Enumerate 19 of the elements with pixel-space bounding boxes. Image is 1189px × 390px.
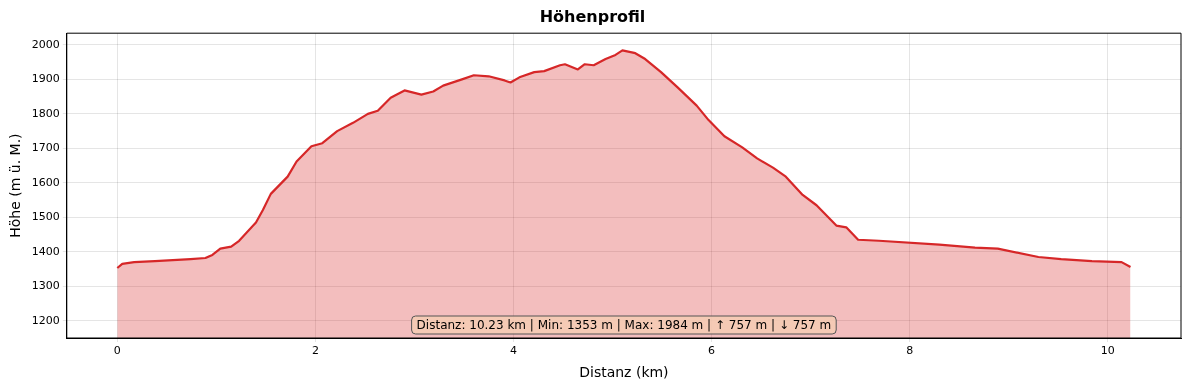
y-tick-label: 1700	[31, 141, 60, 155]
x-tick-label: 4	[509, 344, 517, 358]
y-tick-label: 1800	[31, 106, 60, 120]
x-tick-label: 8	[906, 344, 914, 358]
y-tick-label: 1500	[31, 210, 60, 224]
y-tick-label: 2000	[31, 37, 60, 51]
y-tick-label: 1900	[31, 72, 60, 86]
y-tick-label: 1200	[31, 313, 60, 327]
y-tick-label: 1600	[31, 175, 60, 189]
chart-title: Höhenprofil	[539, 6, 646, 26]
x-axis-title: Distanz (km)	[579, 364, 669, 381]
x-tick-label: 10	[1100, 344, 1115, 358]
x-tick-label: 0	[113, 344, 121, 358]
y-tick-label: 1400	[31, 244, 60, 258]
y-axis-title: Höhe (m ü. M.)	[7, 133, 24, 238]
x-tick-label: 2	[311, 344, 319, 358]
annotation: Distanz: 10.23 km | Min: 1353 m | Max: 1984 m | ↑ 757 m | ↓ 757 m	[416, 318, 832, 333]
y-tick-label: 1300	[31, 279, 60, 293]
x-tick-label: 6	[708, 344, 716, 358]
